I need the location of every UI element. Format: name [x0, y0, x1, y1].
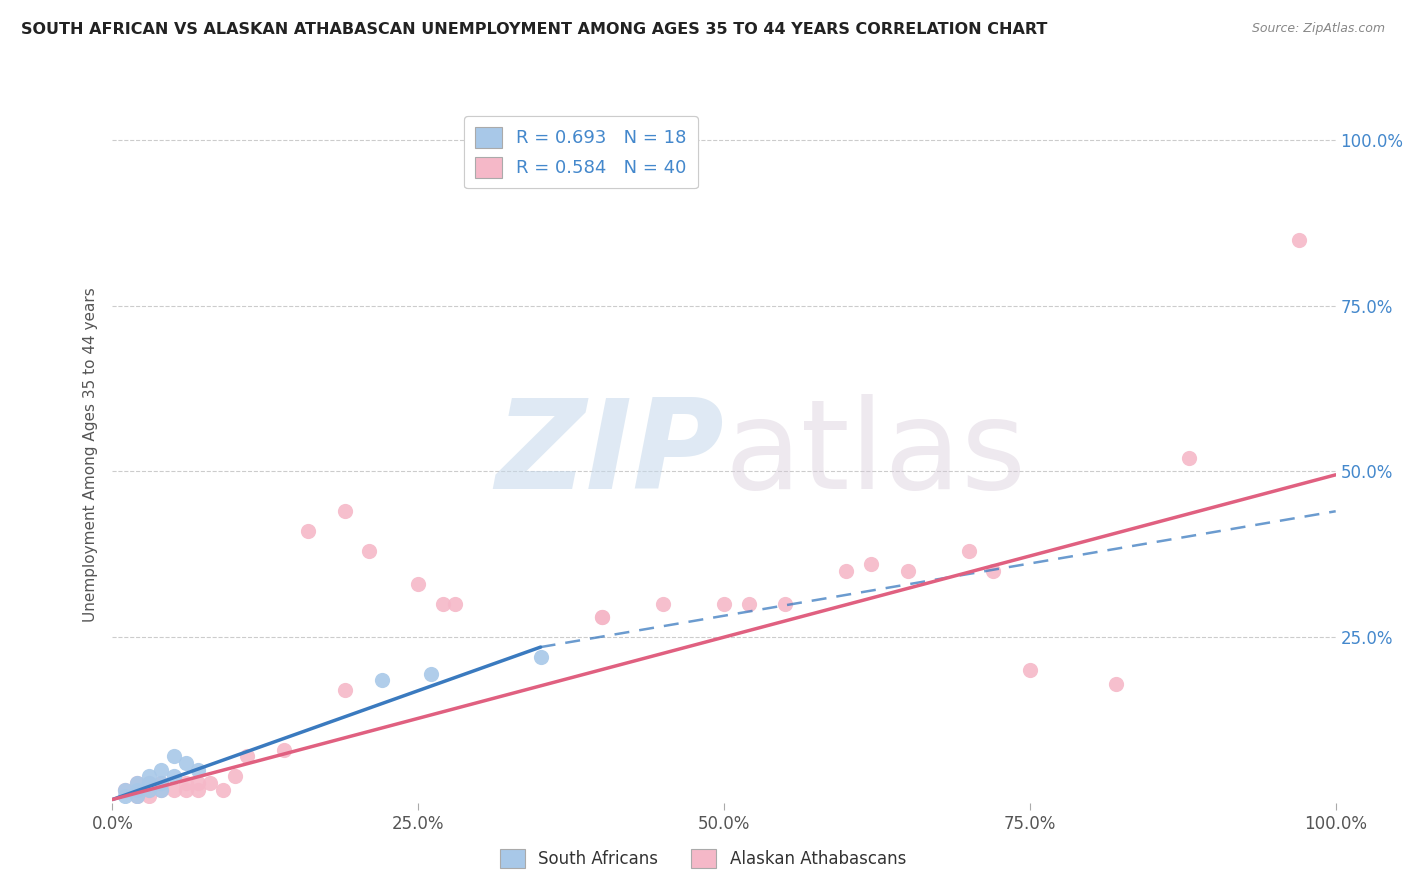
Point	[211, 782, 233, 797]
Point	[835, 564, 858, 578]
Point	[529, 650, 551, 665]
Point	[125, 776, 148, 790]
Point	[652, 597, 675, 611]
Point	[150, 776, 173, 790]
Legend: R = 0.693   N = 18, R = 0.584   N = 40: R = 0.693 N = 18, R = 0.584 N = 40	[464, 116, 697, 188]
Point	[444, 597, 467, 611]
Point	[591, 610, 613, 624]
Point	[333, 683, 356, 698]
Point	[125, 789, 148, 804]
Point	[981, 564, 1004, 578]
Point	[150, 782, 173, 797]
Point	[138, 776, 160, 790]
Point	[859, 558, 882, 572]
Point	[591, 610, 613, 624]
Point	[224, 769, 246, 783]
Point	[1288, 233, 1310, 247]
Point	[114, 789, 136, 804]
Point	[187, 763, 209, 777]
Point	[163, 769, 186, 783]
Point	[163, 782, 186, 797]
Point	[138, 789, 160, 804]
Text: SOUTH AFRICAN VS ALASKAN ATHABASCAN UNEMPLOYMENT AMONG AGES 35 TO 44 YEARS CORRE: SOUTH AFRICAN VS ALASKAN ATHABASCAN UNEM…	[21, 22, 1047, 37]
Point	[163, 749, 186, 764]
Point	[1018, 663, 1040, 677]
Point	[125, 789, 148, 804]
Point	[236, 749, 259, 764]
Text: atlas: atlas	[724, 394, 1026, 516]
Point	[138, 776, 160, 790]
Point	[957, 544, 980, 558]
Point	[150, 763, 173, 777]
Point	[1104, 676, 1126, 690]
Point	[297, 524, 319, 538]
Point	[150, 782, 173, 797]
Point	[713, 597, 735, 611]
Point	[174, 782, 197, 797]
Point	[187, 776, 209, 790]
Point	[408, 577, 430, 591]
Legend: South Africans, Alaskan Athabascans: South Africans, Alaskan Athabascans	[494, 842, 912, 875]
Point	[737, 597, 759, 611]
Point	[273, 743, 295, 757]
Point	[114, 782, 136, 797]
Point	[200, 776, 222, 790]
Point	[432, 597, 454, 611]
Point	[174, 756, 197, 770]
Point	[138, 782, 160, 797]
Point	[359, 544, 381, 558]
Point	[125, 776, 148, 790]
Point	[775, 597, 797, 611]
Point	[174, 776, 197, 790]
Point	[333, 504, 356, 518]
Point	[897, 564, 920, 578]
Point	[138, 769, 160, 783]
Point	[187, 782, 209, 797]
Point	[370, 673, 392, 688]
Point	[419, 666, 441, 681]
Point	[1178, 451, 1201, 466]
Point	[138, 782, 160, 797]
Y-axis label: Unemployment Among Ages 35 to 44 years: Unemployment Among Ages 35 to 44 years	[83, 287, 98, 623]
Point	[150, 776, 173, 790]
Text: ZIP: ZIP	[495, 394, 724, 516]
Point	[114, 782, 136, 797]
Point	[125, 782, 148, 797]
Text: Source: ZipAtlas.com: Source: ZipAtlas.com	[1251, 22, 1385, 36]
